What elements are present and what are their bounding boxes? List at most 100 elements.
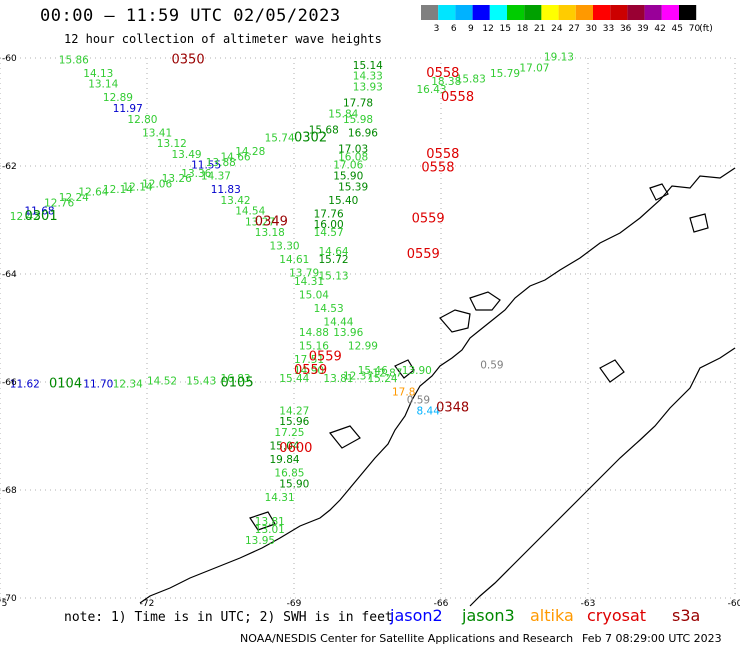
- wave-height-value: 15.39: [338, 181, 368, 193]
- pass-time-label: 0559: [407, 247, 440, 262]
- colorbar-tick: 36: [620, 24, 632, 33]
- lat-tick-label: -62: [2, 162, 17, 172]
- lon-tick-label: -63: [581, 599, 596, 608]
- colorbar-swatch: [489, 5, 507, 20]
- wave-height-value: 15.98: [343, 114, 373, 126]
- wave-height-value: 17.51: [294, 354, 324, 366]
- wave-height-value: 15.04: [299, 289, 329, 301]
- wave-height-value: 8.44: [417, 405, 441, 417]
- pass-time-label: 0558: [441, 90, 474, 105]
- colorbar-swatch: [507, 5, 525, 20]
- colorbar-tick: 3: [434, 24, 440, 33]
- wave-height-value: 13.18: [255, 227, 285, 239]
- wave-height-value: 14.57: [314, 227, 344, 239]
- wave-height-value: 16.83: [221, 373, 251, 385]
- colorbar-swatch: [593, 5, 611, 20]
- wave-height-value: 14.27: [279, 405, 309, 417]
- wave-height-value: 17.06: [333, 160, 363, 172]
- pass-time-label: 0350: [172, 52, 205, 67]
- wave-height-value: 17.25: [274, 427, 304, 439]
- colorbar-swatch: [455, 5, 473, 20]
- antarctic-peninsula-coastline: [139, 167, 736, 607]
- wave-height-value: 13.95: [245, 535, 275, 547]
- wave-height-value: 15.16: [299, 341, 329, 353]
- wave-height-value: 15.86: [59, 54, 89, 66]
- colorbar-tick: 15: [500, 24, 511, 33]
- colorbar-tick: 42: [654, 24, 665, 33]
- wave-height-value: 12.06: [142, 179, 172, 191]
- wave-height-value: 13.01: [255, 524, 285, 536]
- wave-height-value: 14.52: [147, 376, 177, 388]
- wave-height-value: 19.13: [544, 52, 574, 64]
- pass-time-label: 0559: [294, 363, 327, 378]
- wave-height-value: 13.26: [162, 173, 192, 185]
- wave-height-value: 14.66: [221, 152, 251, 164]
- wave-height-value: 11.55: [191, 160, 221, 172]
- colorbar-tick: 24: [551, 24, 563, 33]
- wave-height-value: 14.28: [235, 146, 265, 158]
- lat-tick-label: -66: [2, 378, 17, 388]
- wave-height-value: 13.88: [206, 157, 236, 169]
- wave-height-value: 13.93: [353, 81, 383, 93]
- wave-height-value: 17.07: [519, 63, 549, 75]
- colorbar-swatch: [524, 5, 542, 20]
- coastline-east: [469, 347, 736, 607]
- wave-height-value: 15.90: [279, 478, 309, 490]
- wave-height-value: 0.59: [407, 395, 430, 407]
- lat-tick-label: -68: [2, 486, 17, 496]
- pass-time-label: 0559: [412, 212, 445, 227]
- color-scale-legend: 3 6 9 12 15 18 21 24 27 30 33 36 39 42 45 70(ft): [421, 5, 713, 33]
- wave-height-map: 15.86 14.1313.1412.8911.9712.8013.4113.12…: [0, 52, 740, 608]
- wave-height-value: 15.14: [353, 60, 383, 72]
- colorbar-tick: 33: [603, 24, 614, 33]
- map-grid: [0, 57, 736, 599]
- wave-height-value: 12.99: [348, 341, 378, 353]
- wave-height-value: 15.90: [333, 171, 363, 183]
- wave-height-value: 15.13: [319, 270, 349, 282]
- pass-time-label: 0558: [421, 160, 454, 175]
- lon-tick-label: -69: [287, 599, 302, 608]
- colorbar-tick: 45: [672, 24, 683, 33]
- wave-height-value: 13.96: [333, 327, 363, 339]
- wave-height-value: 15.83: [456, 73, 486, 85]
- wave-height-value: 13.81: [323, 373, 353, 385]
- colorbar-tick: 70: [689, 24, 701, 33]
- wave-height-value: 13.42: [221, 195, 251, 207]
- wave-height-value: 0.59: [480, 360, 503, 372]
- wave-height-value: 12.76: [44, 198, 74, 210]
- wave-height-value: 11.97: [113, 103, 143, 115]
- pass-time-label: 0301: [25, 209, 58, 224]
- wave-height-value: 14.44: [323, 316, 353, 328]
- legend-altika: altika: [530, 606, 574, 625]
- wave-height-value: 15.68: [309, 125, 339, 137]
- wave-height-value: 15.24: [368, 373, 398, 385]
- colorbar-tick: 27: [568, 24, 579, 33]
- pass-time-labels: 0350 0558 0302 0301 0349 0559 0104 0105 0348 0600…: [25, 52, 475, 456]
- wave-height-value: 11.62: [10, 378, 40, 390]
- legend-s3a: s3a: [672, 606, 701, 625]
- colorbar-swatch: [575, 5, 593, 20]
- colorbar-tick: 9: [468, 24, 474, 33]
- wave-height-value: 14.90: [294, 365, 324, 377]
- pass-time-label: 0302: [294, 131, 327, 146]
- wave-height-value: 11.70: [83, 378, 113, 390]
- wave-height-value: 13.27: [245, 216, 275, 228]
- wave-height-value: 15.04: [270, 441, 300, 453]
- pass-time-label: 0558: [426, 147, 459, 162]
- wave-height-value: 15.96: [279, 416, 309, 428]
- island-2: [469, 291, 501, 311]
- island-6: [689, 213, 709, 233]
- wave-height-value: 14.64: [319, 246, 349, 258]
- wave-height-value: 12.42: [10, 211, 40, 223]
- colorbar-swatch: [610, 5, 628, 20]
- wave-height-value: 15.74: [265, 133, 295, 145]
- wave-height-value: 17.78: [343, 98, 373, 110]
- wave-height-value: 11.68: [25, 206, 55, 218]
- pass-time-label: 0104: [49, 376, 82, 391]
- colorbar-unit: (ft): [699, 24, 713, 33]
- wave-height-value: 19.84: [270, 454, 300, 466]
- wave-height-value: 15.44: [279, 373, 309, 385]
- wave-height-value: 12.80: [127, 114, 157, 126]
- colorbar-tick: 18: [517, 24, 529, 33]
- lon-tick-label: -60: [728, 599, 740, 608]
